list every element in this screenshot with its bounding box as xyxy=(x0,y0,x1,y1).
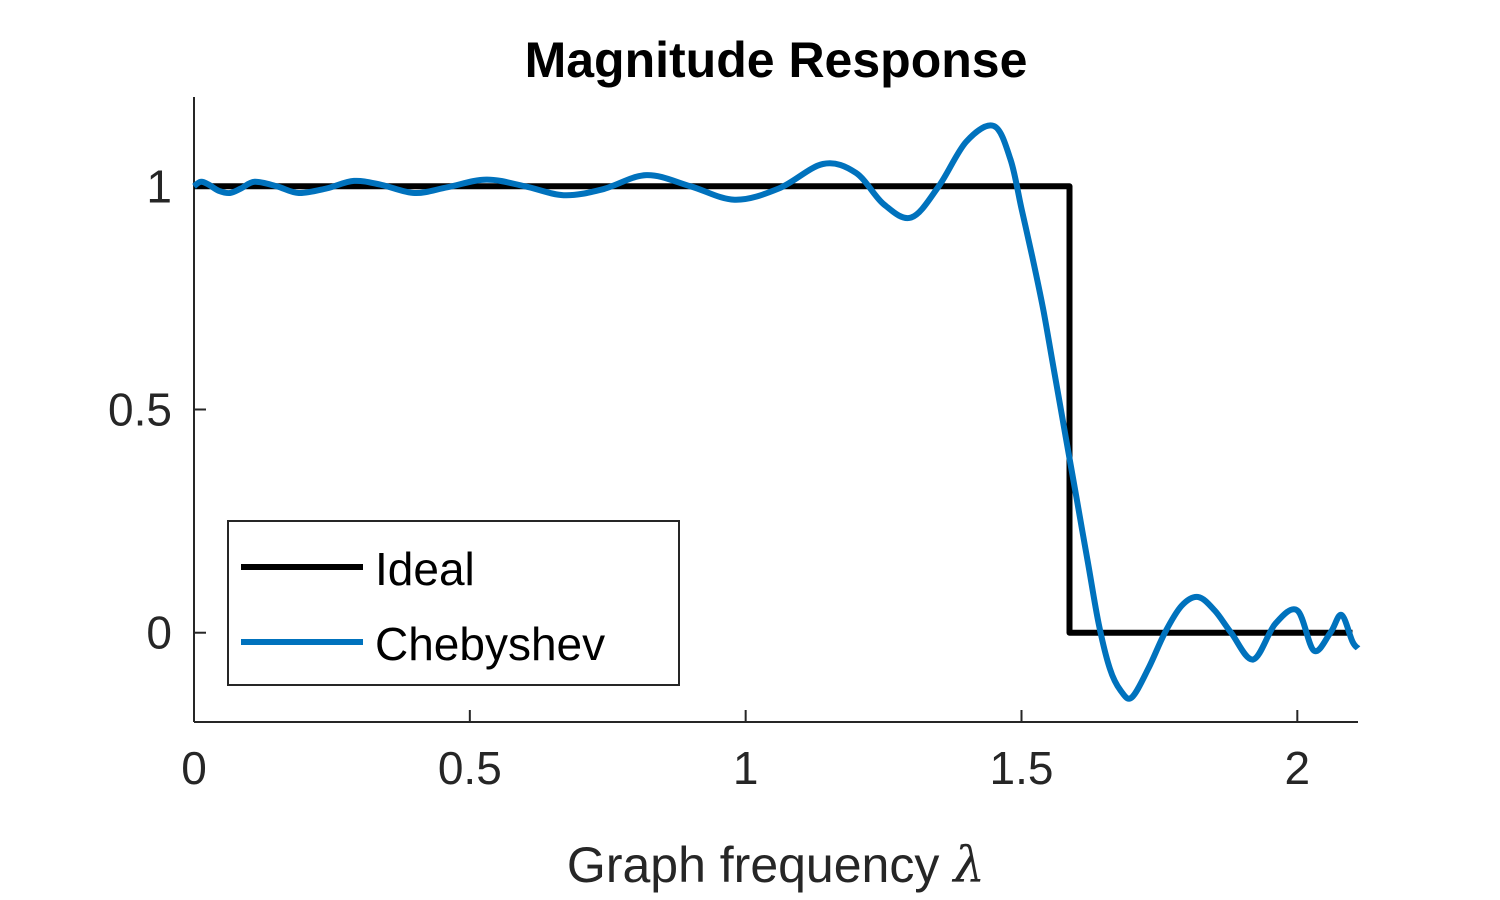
x-tick-label: 0.5 xyxy=(438,742,502,794)
series-line-chebyshev xyxy=(192,122,1361,702)
legend: Ideal Chebyshev xyxy=(227,520,680,686)
y-tick-label: 0 xyxy=(146,607,172,659)
x-axis-label-text: Graph frequency xyxy=(567,837,939,893)
legend-box xyxy=(227,520,680,686)
x-tick-label: 2 xyxy=(1285,742,1311,794)
chart-title: Magnitude Response xyxy=(525,32,1028,88)
axes: 0 0.5 1 1.5 2 0 0.5 1 xyxy=(108,97,1358,794)
series-line-ideal xyxy=(194,183,1353,636)
x-tick-label: 1.5 xyxy=(990,742,1054,794)
y-tick-label: 0.5 xyxy=(108,384,172,436)
x-tick-label: 0 xyxy=(181,742,207,794)
plot-area xyxy=(192,122,1361,702)
legend-label-ideal: Ideal xyxy=(375,543,475,595)
y-tick-label: 1 xyxy=(146,160,172,212)
legend-label-chebyshev: Chebyshev xyxy=(375,618,605,670)
x-tick-label: 1 xyxy=(733,742,759,794)
x-axis-label-symbol: λ xyxy=(951,836,985,894)
x-axis-label: Graph frequency λ xyxy=(567,836,985,894)
